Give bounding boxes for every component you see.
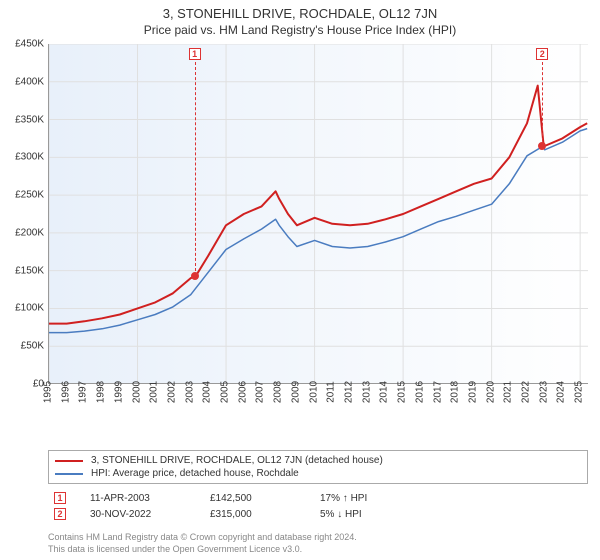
x-axis-label: 2023 bbox=[538, 381, 549, 403]
x-axis-label: 2012 bbox=[343, 381, 354, 403]
transaction-marker-box: 2 bbox=[536, 48, 548, 60]
legend-swatch bbox=[55, 473, 83, 475]
transaction-number-box: 2 bbox=[54, 508, 66, 520]
transaction-marker-box: 1 bbox=[189, 48, 201, 60]
legend-row: HPI: Average price, detached house, Roch… bbox=[49, 467, 587, 480]
legend-label: 3, STONEHILL DRIVE, ROCHDALE, OL12 7JN (… bbox=[91, 455, 383, 466]
transaction-date: 11-APR-2003 bbox=[90, 493, 210, 504]
x-axis-label: 2008 bbox=[273, 381, 284, 403]
x-axis-label: 1998 bbox=[96, 381, 107, 403]
y-axis-label: £450K bbox=[0, 39, 44, 50]
legend-swatch bbox=[55, 460, 83, 462]
x-axis-label: 2016 bbox=[414, 381, 425, 403]
x-axis-label: 2017 bbox=[432, 381, 443, 403]
x-axis-label: 2022 bbox=[521, 381, 532, 403]
transaction-delta: 17% ↑ HPI bbox=[320, 493, 430, 504]
y-axis-label: £50K bbox=[0, 341, 44, 352]
transaction-table-row: 1 11-APR-2003£142,50017% ↑ HPI bbox=[48, 490, 588, 506]
transaction-date: 30-NOV-2022 bbox=[90, 509, 210, 520]
transaction-delta: 5% ↓ HPI bbox=[320, 509, 430, 520]
legend-label: HPI: Average price, detached house, Roch… bbox=[91, 468, 299, 479]
y-axis-label: £250K bbox=[0, 190, 44, 201]
x-axis-label: 1996 bbox=[60, 381, 71, 403]
x-axis-label: 2014 bbox=[379, 381, 390, 403]
x-axis-label: 2011 bbox=[326, 381, 337, 403]
y-axis-label: £300K bbox=[0, 152, 44, 163]
transaction-table-row: 2 30-NOV-2022£315,0005% ↓ HPI bbox=[48, 506, 588, 522]
transaction-price: £142,500 bbox=[210, 493, 320, 504]
x-axis-label: 2004 bbox=[202, 381, 213, 403]
transaction-number-box: 1 bbox=[54, 492, 66, 504]
x-axis-label: 2019 bbox=[467, 381, 478, 403]
y-axis-label: £0 bbox=[0, 379, 44, 390]
x-axis-label: 2007 bbox=[255, 381, 266, 403]
x-axis-label: 2000 bbox=[131, 381, 142, 403]
x-axis-label: 2025 bbox=[574, 381, 585, 403]
y-axis-label: £400K bbox=[0, 76, 44, 87]
y-axis-label: £350K bbox=[0, 114, 44, 125]
x-axis-label: 2018 bbox=[450, 381, 461, 403]
plot-svg bbox=[48, 44, 588, 384]
x-axis-label: 1995 bbox=[43, 381, 54, 403]
x-axis-label: 2021 bbox=[503, 381, 514, 403]
transaction-marker-line bbox=[195, 62, 196, 276]
chart-title: 3, STONEHILL DRIVE, ROCHDALE, OL12 7JN bbox=[0, 0, 600, 21]
legend-row: 3, STONEHILL DRIVE, ROCHDALE, OL12 7JN (… bbox=[49, 454, 587, 467]
x-axis-label: 2002 bbox=[166, 381, 177, 403]
transaction-marker-line bbox=[542, 62, 543, 146]
x-axis-label: 2009 bbox=[290, 381, 301, 403]
x-axis-label: 2024 bbox=[556, 381, 567, 403]
x-axis-label: 2001 bbox=[149, 381, 160, 403]
transaction-marker-dot bbox=[191, 272, 199, 280]
x-axis-label: 1999 bbox=[113, 381, 124, 403]
x-axis-label: 2006 bbox=[237, 381, 248, 403]
y-axis-label: £150K bbox=[0, 265, 44, 276]
x-axis-label: 2010 bbox=[308, 381, 319, 403]
x-axis-label: 1997 bbox=[78, 381, 89, 403]
transaction-price: £315,000 bbox=[210, 509, 320, 520]
x-axis-label: 2003 bbox=[184, 381, 195, 403]
legend: 3, STONEHILL DRIVE, ROCHDALE, OL12 7JN (… bbox=[48, 450, 588, 484]
x-axis-label: 2015 bbox=[397, 381, 408, 403]
attribution-text: Contains HM Land Registry data © Crown c… bbox=[48, 532, 588, 555]
transaction-table: 1 11-APR-2003£142,50017% ↑ HPI 2 30-NOV-202… bbox=[48, 490, 588, 522]
y-axis-label: £200K bbox=[0, 227, 44, 238]
x-axis-label: 2013 bbox=[361, 381, 372, 403]
y-axis-label: £100K bbox=[0, 303, 44, 314]
chart-area: £0£50K£100K£150K£200K£250K£300K£350K£400… bbox=[48, 44, 592, 416]
chart-subtitle: Price paid vs. HM Land Registry's House … bbox=[0, 21, 600, 37]
x-axis-label: 2020 bbox=[485, 381, 496, 403]
x-axis-label: 2005 bbox=[220, 381, 231, 403]
transaction-marker-dot bbox=[538, 142, 546, 150]
